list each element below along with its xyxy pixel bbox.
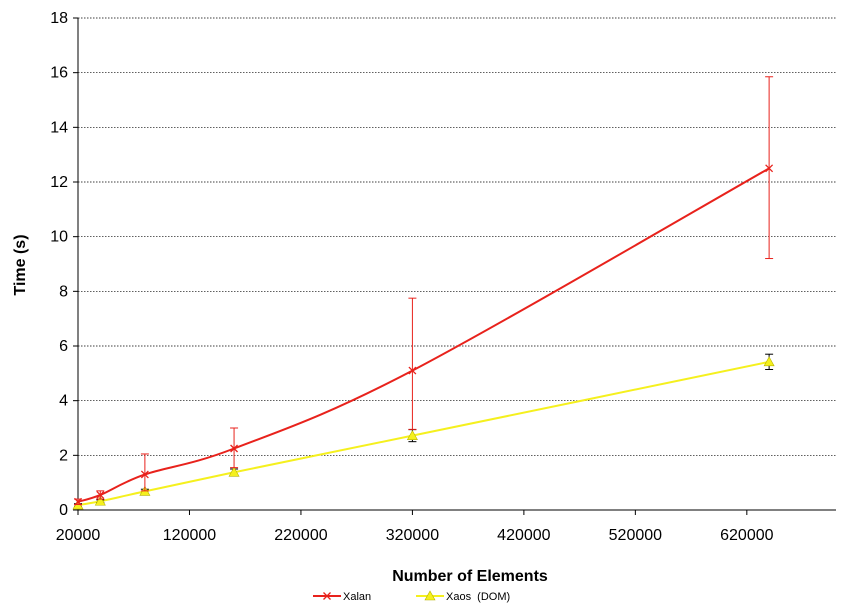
marker-stroke bbox=[765, 164, 774, 173]
x-tick-label: 420000 bbox=[497, 527, 550, 544]
x-tick-label: 120000 bbox=[163, 527, 216, 544]
y-tick-label: 4 bbox=[59, 393, 68, 410]
data-point bbox=[406, 430, 418, 440]
y-tick-label: 6 bbox=[59, 338, 68, 355]
y-tick-label: 2 bbox=[59, 447, 68, 464]
data-point bbox=[230, 444, 239, 453]
x-tick-labels: 20000 120000 220000 320000 420000 520000 62000… bbox=[56, 527, 774, 544]
data-point bbox=[408, 366, 417, 375]
marker-stroke bbox=[408, 366, 417, 375]
marker-stroke bbox=[96, 491, 105, 499]
legend: Xalan Xaos (DOM) bbox=[313, 590, 510, 603]
y-tick-label: 10 bbox=[50, 229, 68, 246]
x-tick-label: 320000 bbox=[386, 527, 439, 544]
legend-marker bbox=[323, 592, 331, 600]
data-point bbox=[140, 470, 149, 479]
series-0 bbox=[74, 76, 774, 506]
marker-stroke bbox=[74, 497, 82, 506]
data-point bbox=[94, 495, 106, 506]
x-tick-label: 20000 bbox=[56, 527, 101, 544]
y-tick-label: 8 bbox=[59, 283, 68, 300]
marker-stroke bbox=[230, 444, 239, 453]
x-axis-title: Number of Elements bbox=[392, 568, 548, 585]
error-bar bbox=[140, 453, 149, 492]
legend-marker bbox=[424, 590, 436, 601]
data-point bbox=[763, 356, 775, 367]
series-1 bbox=[72, 353, 775, 510]
data-point bbox=[74, 497, 82, 506]
y-tick-label: 0 bbox=[59, 502, 68, 519]
y-tick-label: 14 bbox=[50, 119, 68, 136]
legend-entry-0: Xalan bbox=[313, 591, 371, 603]
series-line bbox=[77, 360, 770, 507]
y-tick-label: 18 bbox=[50, 10, 68, 27]
y-axis-title: Time (s) bbox=[12, 234, 29, 295]
error-bar bbox=[408, 297, 417, 430]
legend-label: Xalan bbox=[343, 591, 371, 603]
data-point bbox=[96, 491, 105, 499]
y-tick-label: 12 bbox=[50, 174, 68, 191]
gridlines bbox=[78, 17, 836, 456]
data-point bbox=[765, 164, 774, 173]
x-tick-label: 220000 bbox=[274, 527, 327, 544]
x-tick-label: 520000 bbox=[609, 527, 662, 544]
series-layer bbox=[72, 76, 775, 510]
marker-stroke bbox=[323, 592, 331, 600]
legend-label: Xaos (DOM) bbox=[446, 591, 510, 603]
axes bbox=[73, 17, 836, 515]
legend-entry-1: Xaos (DOM) bbox=[416, 590, 510, 603]
x-tick-label: 620000 bbox=[720, 527, 773, 544]
y-tick-labels: 0 2 4 6 8 10 12 14 16 18 bbox=[50, 10, 68, 519]
marker-stroke bbox=[140, 470, 149, 479]
data-point bbox=[228, 466, 240, 477]
series-line bbox=[77, 167, 770, 503]
y-tick-label: 16 bbox=[50, 65, 68, 82]
